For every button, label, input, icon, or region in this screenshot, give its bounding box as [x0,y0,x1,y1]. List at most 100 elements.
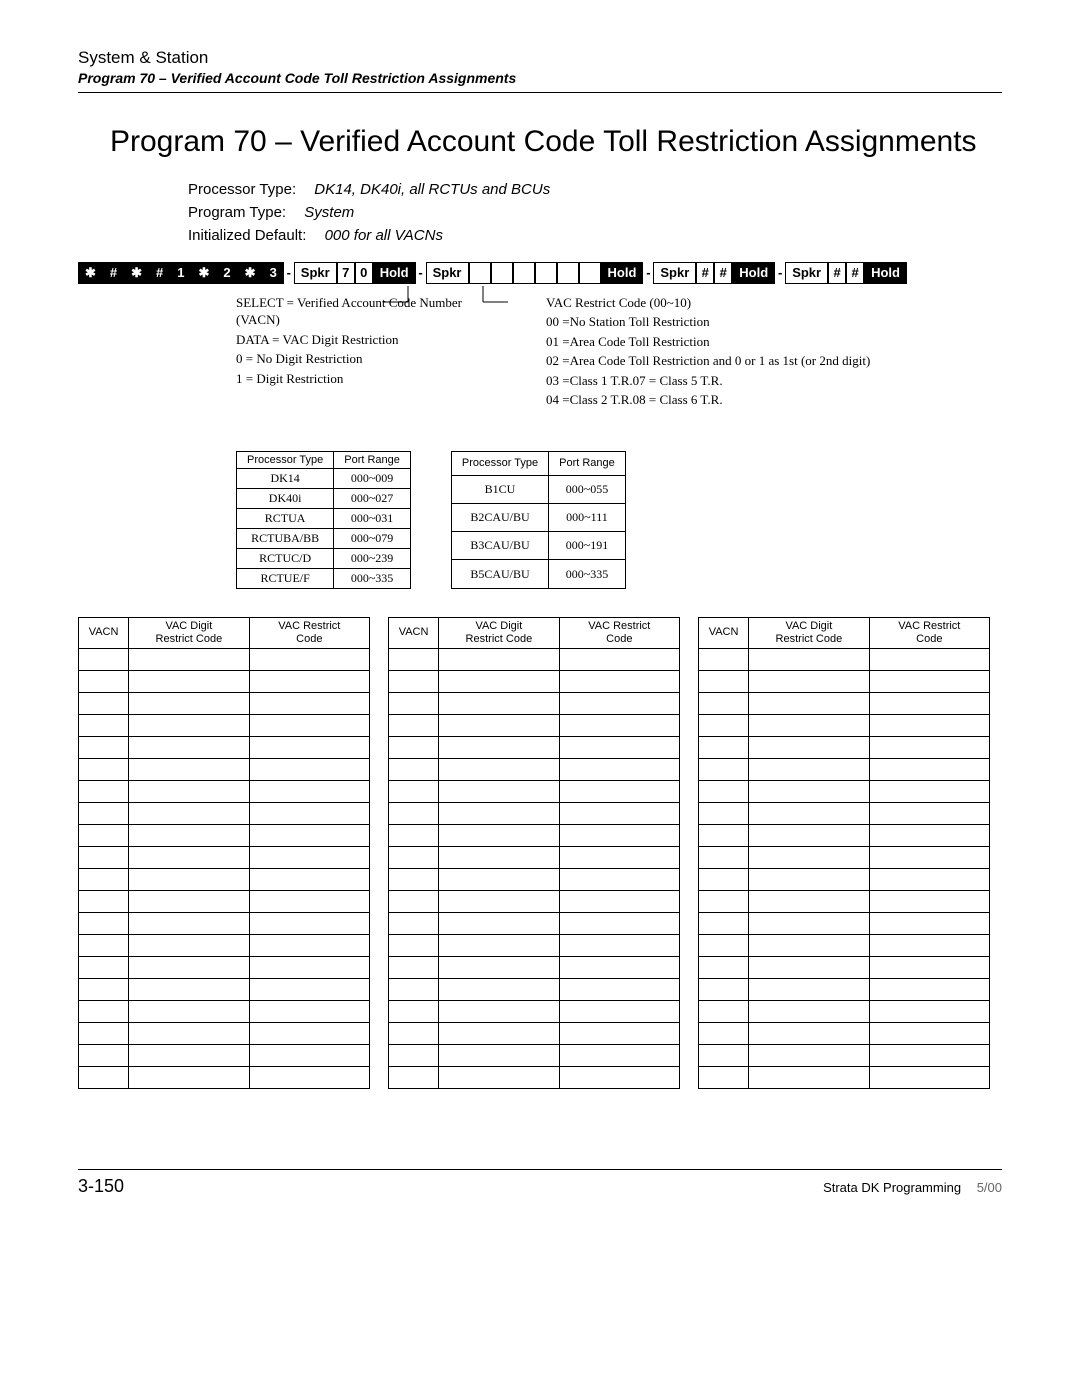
vacn-cell[interactable] [389,869,439,891]
vacn-cell[interactable] [869,1045,989,1067]
vacn-cell[interactable] [249,1001,369,1023]
vacn-cell[interactable] [79,1023,129,1045]
vacn-cell[interactable] [439,847,559,869]
vacn-cell[interactable] [699,847,749,869]
vacn-cell[interactable] [439,759,559,781]
vacn-cell[interactable] [389,825,439,847]
vacn-cell[interactable] [129,737,249,759]
vacn-cell[interactable] [559,781,679,803]
vacn-cell[interactable] [439,957,559,979]
vacn-cell[interactable] [869,671,989,693]
vacn-cell[interactable] [749,913,869,935]
vacn-cell[interactable] [749,671,869,693]
vacn-cell[interactable] [869,693,989,715]
vacn-cell[interactable] [439,693,559,715]
vacn-cell[interactable] [249,759,369,781]
vacn-cell[interactable] [389,913,439,935]
vacn-cell[interactable] [869,935,989,957]
vacn-cell[interactable] [249,1067,369,1089]
vacn-cell[interactable] [559,759,679,781]
vacn-cell[interactable] [389,1001,439,1023]
vacn-cell[interactable] [439,803,559,825]
vacn-cell[interactable] [439,935,559,957]
vacn-cell[interactable] [749,737,869,759]
vacn-cell[interactable] [129,803,249,825]
vacn-cell[interactable] [389,759,439,781]
vacn-cell[interactable] [439,1045,559,1067]
vacn-cell[interactable] [129,693,249,715]
vacn-cell[interactable] [79,869,129,891]
vacn-cell[interactable] [559,1023,679,1045]
vacn-cell[interactable] [559,825,679,847]
vacn-cell[interactable] [249,649,369,671]
vacn-cell[interactable] [559,935,679,957]
vacn-cell[interactable] [249,671,369,693]
vacn-cell[interactable] [439,913,559,935]
vacn-cell[interactable] [559,671,679,693]
vacn-cell[interactable] [749,715,869,737]
vacn-cell[interactable] [79,1001,129,1023]
vacn-cell[interactable] [699,671,749,693]
vacn-cell[interactable] [559,869,679,891]
vacn-cell[interactable] [699,1023,749,1045]
vacn-cell[interactable] [699,979,749,1001]
vacn-cell[interactable] [439,737,559,759]
vacn-cell[interactable] [559,693,679,715]
vacn-cell[interactable] [559,1001,679,1023]
vacn-cell[interactable] [439,715,559,737]
vacn-cell[interactable] [439,671,559,693]
vacn-cell[interactable] [129,649,249,671]
vacn-cell[interactable] [389,847,439,869]
vacn-cell[interactable] [699,649,749,671]
vacn-cell[interactable] [559,891,679,913]
vacn-cell[interactable] [699,1045,749,1067]
vacn-cell[interactable] [389,1023,439,1045]
vacn-cell[interactable] [749,979,869,1001]
vacn-cell[interactable] [249,847,369,869]
vacn-cell[interactable] [559,957,679,979]
vacn-cell[interactable] [749,759,869,781]
vacn-cell[interactable] [129,935,249,957]
vacn-cell[interactable] [869,979,989,1001]
vacn-cell[interactable] [249,891,369,913]
vacn-cell[interactable] [559,803,679,825]
vacn-cell[interactable] [699,935,749,957]
vacn-cell[interactable] [79,781,129,803]
vacn-cell[interactable] [79,825,129,847]
vacn-cell[interactable] [129,715,249,737]
vacn-cell[interactable] [389,957,439,979]
vacn-cell[interactable] [79,1067,129,1089]
vacn-cell[interactable] [749,847,869,869]
vacn-cell[interactable] [79,693,129,715]
vacn-cell[interactable] [129,957,249,979]
vacn-cell[interactable] [559,737,679,759]
vacn-cell[interactable] [249,825,369,847]
vacn-cell[interactable] [439,825,559,847]
vacn-cell[interactable] [79,737,129,759]
vacn-cell[interactable] [249,781,369,803]
vacn-cell[interactable] [869,1023,989,1045]
vacn-cell[interactable] [129,1045,249,1067]
vacn-cell[interactable] [869,957,989,979]
vacn-cell[interactable] [249,869,369,891]
vacn-cell[interactable] [439,1023,559,1045]
vacn-cell[interactable] [129,979,249,1001]
vacn-cell[interactable] [559,1045,679,1067]
vacn-cell[interactable] [699,715,749,737]
vacn-cell[interactable] [439,891,559,913]
vacn-cell[interactable] [249,737,369,759]
vacn-cell[interactable] [79,891,129,913]
vacn-cell[interactable] [129,1023,249,1045]
vacn-cell[interactable] [129,1067,249,1089]
vacn-cell[interactable] [869,649,989,671]
vacn-cell[interactable] [439,649,559,671]
vacn-cell[interactable] [749,825,869,847]
vacn-cell[interactable] [389,935,439,957]
vacn-cell[interactable] [129,671,249,693]
vacn-cell[interactable] [129,847,249,869]
vacn-cell[interactable] [699,891,749,913]
vacn-cell[interactable] [389,979,439,1001]
vacn-cell[interactable] [129,869,249,891]
vacn-cell[interactable] [869,1067,989,1089]
vacn-cell[interactable] [389,891,439,913]
